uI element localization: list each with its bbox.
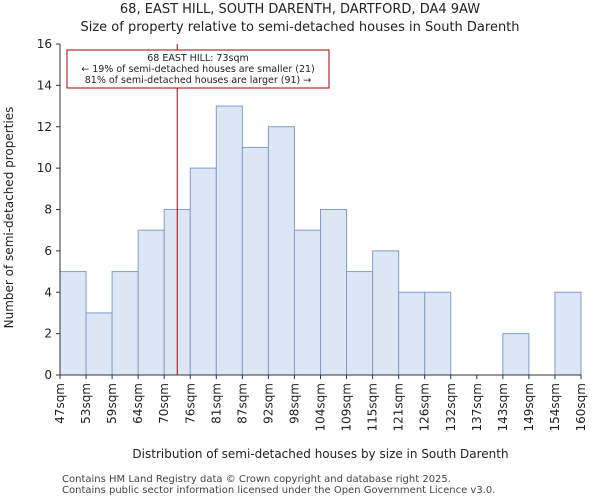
x-tick-label: 76sqm: [183, 383, 197, 424]
y-tick-label: 0: [44, 368, 52, 382]
x-tick-label: 137sqm: [470, 383, 484, 431]
y-tick-label: 8: [44, 203, 52, 217]
annotation-box: [66, 49, 330, 89]
x-tick-label: 87sqm: [235, 383, 249, 424]
bar-154sqm: [554, 291, 582, 376]
annotation-line-3: 81% of semi-detached houses are larger (…: [85, 75, 312, 86]
y-tick-label: 4: [44, 285, 52, 299]
x-tick-label: 81sqm: [209, 383, 223, 424]
footer-line-2: Contains public sector information licen…: [62, 485, 496, 496]
x-tick-label: 143sqm: [496, 383, 510, 431]
annotation-group: 68 EAST HILL: 73sqm← 19% of semi-detache…: [66, 44, 330, 375]
x-tick-label: 160sqm: [574, 383, 588, 431]
y-tick-label: 2: [44, 327, 52, 341]
bars-group: [59, 105, 582, 376]
x-tick-label: 47sqm: [53, 383, 67, 424]
y-tick-label: 10: [37, 161, 52, 175]
x-tick-label: 121sqm: [392, 383, 406, 431]
bar-109sqm: [346, 271, 374, 376]
annotation-line-1: 68 EAST HILL: 73sqm: [147, 53, 249, 64]
bar-59sqm: [111, 271, 139, 376]
chart-subtitle: Size of property relative to semi-detach…: [80, 20, 520, 35]
y-tick-label: 6: [44, 244, 52, 258]
x-tick-label: 149sqm: [522, 383, 536, 431]
bar-104sqm: [320, 209, 348, 376]
x-tick-label: 59sqm: [105, 383, 119, 424]
bar-115sqm: [372, 250, 400, 376]
axes-group: 0 2 4 6 8 10 12 14 16 47sqm 53sqm 59sqm 64sqm 70sqm 76…: [2, 37, 588, 461]
chart-title: 68, EAST HILL, SOUTH DARENTH, DARTFORD, …: [119, 2, 481, 17]
x-tick-label: 132sqm: [444, 383, 458, 431]
y-tick-label: 12: [37, 120, 52, 134]
x-tick-label: 104sqm: [314, 383, 328, 431]
y-tick-label: 14: [37, 78, 52, 92]
x-tick-label: 98sqm: [287, 383, 301, 424]
bar-143sqm: [502, 333, 530, 376]
x-tick-label: 109sqm: [340, 383, 354, 431]
annotation-line-2: ← 19% of semi-detached houses are smalle…: [81, 64, 315, 75]
bar-47sqm: [59, 271, 87, 376]
footer-line-1: Contains HM Land Registry data © Crown c…: [62, 474, 451, 485]
x-tick-label: 126sqm: [418, 383, 432, 431]
bar-53sqm: [85, 312, 113, 376]
bar-126sqm: [424, 291, 452, 376]
bar-98sqm: [293, 229, 322, 376]
x-tick-label: 154sqm: [548, 383, 562, 431]
y-tick-label: 16: [37, 37, 52, 51]
x-tick-label: 115sqm: [366, 383, 380, 431]
bar-76sqm: [189, 167, 217, 376]
y-axis-label: Number of semi-detached properties: [2, 107, 16, 329]
bar-87sqm: [241, 146, 269, 376]
bar-121sqm: [398, 291, 426, 376]
bar-64sqm: [137, 229, 165, 376]
x-tick-label: 64sqm: [131, 383, 145, 424]
x-axis-label: Distribution of semi-detached houses by …: [132, 447, 508, 461]
bar-81sqm: [215, 105, 243, 376]
x-tick-label: 53sqm: [79, 383, 93, 424]
bar-92sqm: [267, 126, 295, 376]
x-tick-label: 92sqm: [261, 383, 275, 424]
x-tick-label: 70sqm: [157, 383, 171, 424]
